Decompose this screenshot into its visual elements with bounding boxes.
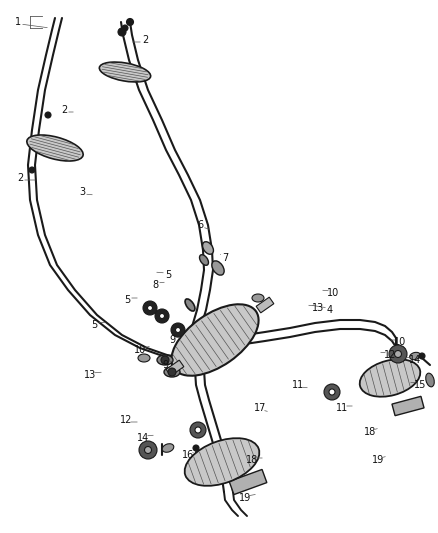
Text: 17: 17 xyxy=(254,403,266,413)
Text: 14: 14 xyxy=(409,355,421,365)
Text: 3: 3 xyxy=(79,187,85,197)
Text: 9: 9 xyxy=(169,335,175,345)
Text: 10: 10 xyxy=(394,337,406,347)
Text: 11: 11 xyxy=(336,403,348,413)
Text: 19: 19 xyxy=(372,455,384,465)
Circle shape xyxy=(419,353,425,359)
Ellipse shape xyxy=(212,261,224,275)
Bar xyxy=(392,397,424,416)
Text: 12: 12 xyxy=(384,350,396,360)
Text: 10: 10 xyxy=(134,345,146,355)
Ellipse shape xyxy=(138,354,150,362)
Circle shape xyxy=(161,356,169,364)
Circle shape xyxy=(118,28,126,36)
Text: 2: 2 xyxy=(61,105,67,115)
Ellipse shape xyxy=(202,241,213,254)
Text: 19: 19 xyxy=(239,493,251,503)
Text: 16: 16 xyxy=(182,450,194,460)
Circle shape xyxy=(29,167,35,173)
Circle shape xyxy=(195,427,201,433)
Circle shape xyxy=(148,305,152,311)
Text: 5: 5 xyxy=(124,295,130,305)
Text: 5: 5 xyxy=(165,270,171,280)
Text: 15: 15 xyxy=(414,380,426,390)
Ellipse shape xyxy=(185,438,259,486)
Text: 13: 13 xyxy=(312,303,324,313)
Text: 8: 8 xyxy=(152,280,158,290)
Text: 13: 13 xyxy=(84,370,96,380)
Ellipse shape xyxy=(426,373,434,387)
Ellipse shape xyxy=(360,359,420,397)
Circle shape xyxy=(168,368,176,376)
Bar xyxy=(256,297,274,313)
Circle shape xyxy=(395,351,402,358)
Ellipse shape xyxy=(171,304,258,376)
Circle shape xyxy=(193,445,199,451)
Text: 18: 18 xyxy=(364,427,376,437)
Ellipse shape xyxy=(162,443,174,453)
Circle shape xyxy=(159,313,165,319)
Text: 4: 4 xyxy=(327,305,333,315)
Text: 2: 2 xyxy=(142,35,148,45)
Circle shape xyxy=(45,112,51,118)
Text: 9: 9 xyxy=(162,360,168,370)
Ellipse shape xyxy=(185,299,195,311)
Circle shape xyxy=(122,25,128,31)
Text: 11: 11 xyxy=(292,380,304,390)
Ellipse shape xyxy=(99,62,151,82)
Circle shape xyxy=(389,345,407,363)
Circle shape xyxy=(139,441,157,459)
Text: 18: 18 xyxy=(246,455,258,465)
Ellipse shape xyxy=(164,367,180,377)
Ellipse shape xyxy=(27,135,83,161)
Circle shape xyxy=(176,327,180,333)
Text: 5: 5 xyxy=(91,320,97,330)
Circle shape xyxy=(190,422,206,438)
Text: 6: 6 xyxy=(197,220,203,230)
Text: 10: 10 xyxy=(327,288,339,298)
Text: 2: 2 xyxy=(17,173,23,183)
Circle shape xyxy=(145,447,152,454)
Text: 1: 1 xyxy=(15,17,21,27)
Text: 12: 12 xyxy=(120,415,132,425)
Circle shape xyxy=(127,19,134,26)
Circle shape xyxy=(171,323,185,337)
Circle shape xyxy=(324,384,340,400)
Text: 7: 7 xyxy=(222,253,228,263)
Circle shape xyxy=(155,309,169,323)
Ellipse shape xyxy=(157,355,173,365)
Text: 14: 14 xyxy=(137,433,149,443)
Ellipse shape xyxy=(252,294,264,302)
Circle shape xyxy=(329,389,335,395)
Bar xyxy=(166,360,184,376)
Ellipse shape xyxy=(200,255,208,265)
Bar xyxy=(229,470,267,495)
Circle shape xyxy=(143,301,157,315)
Ellipse shape xyxy=(410,352,420,360)
